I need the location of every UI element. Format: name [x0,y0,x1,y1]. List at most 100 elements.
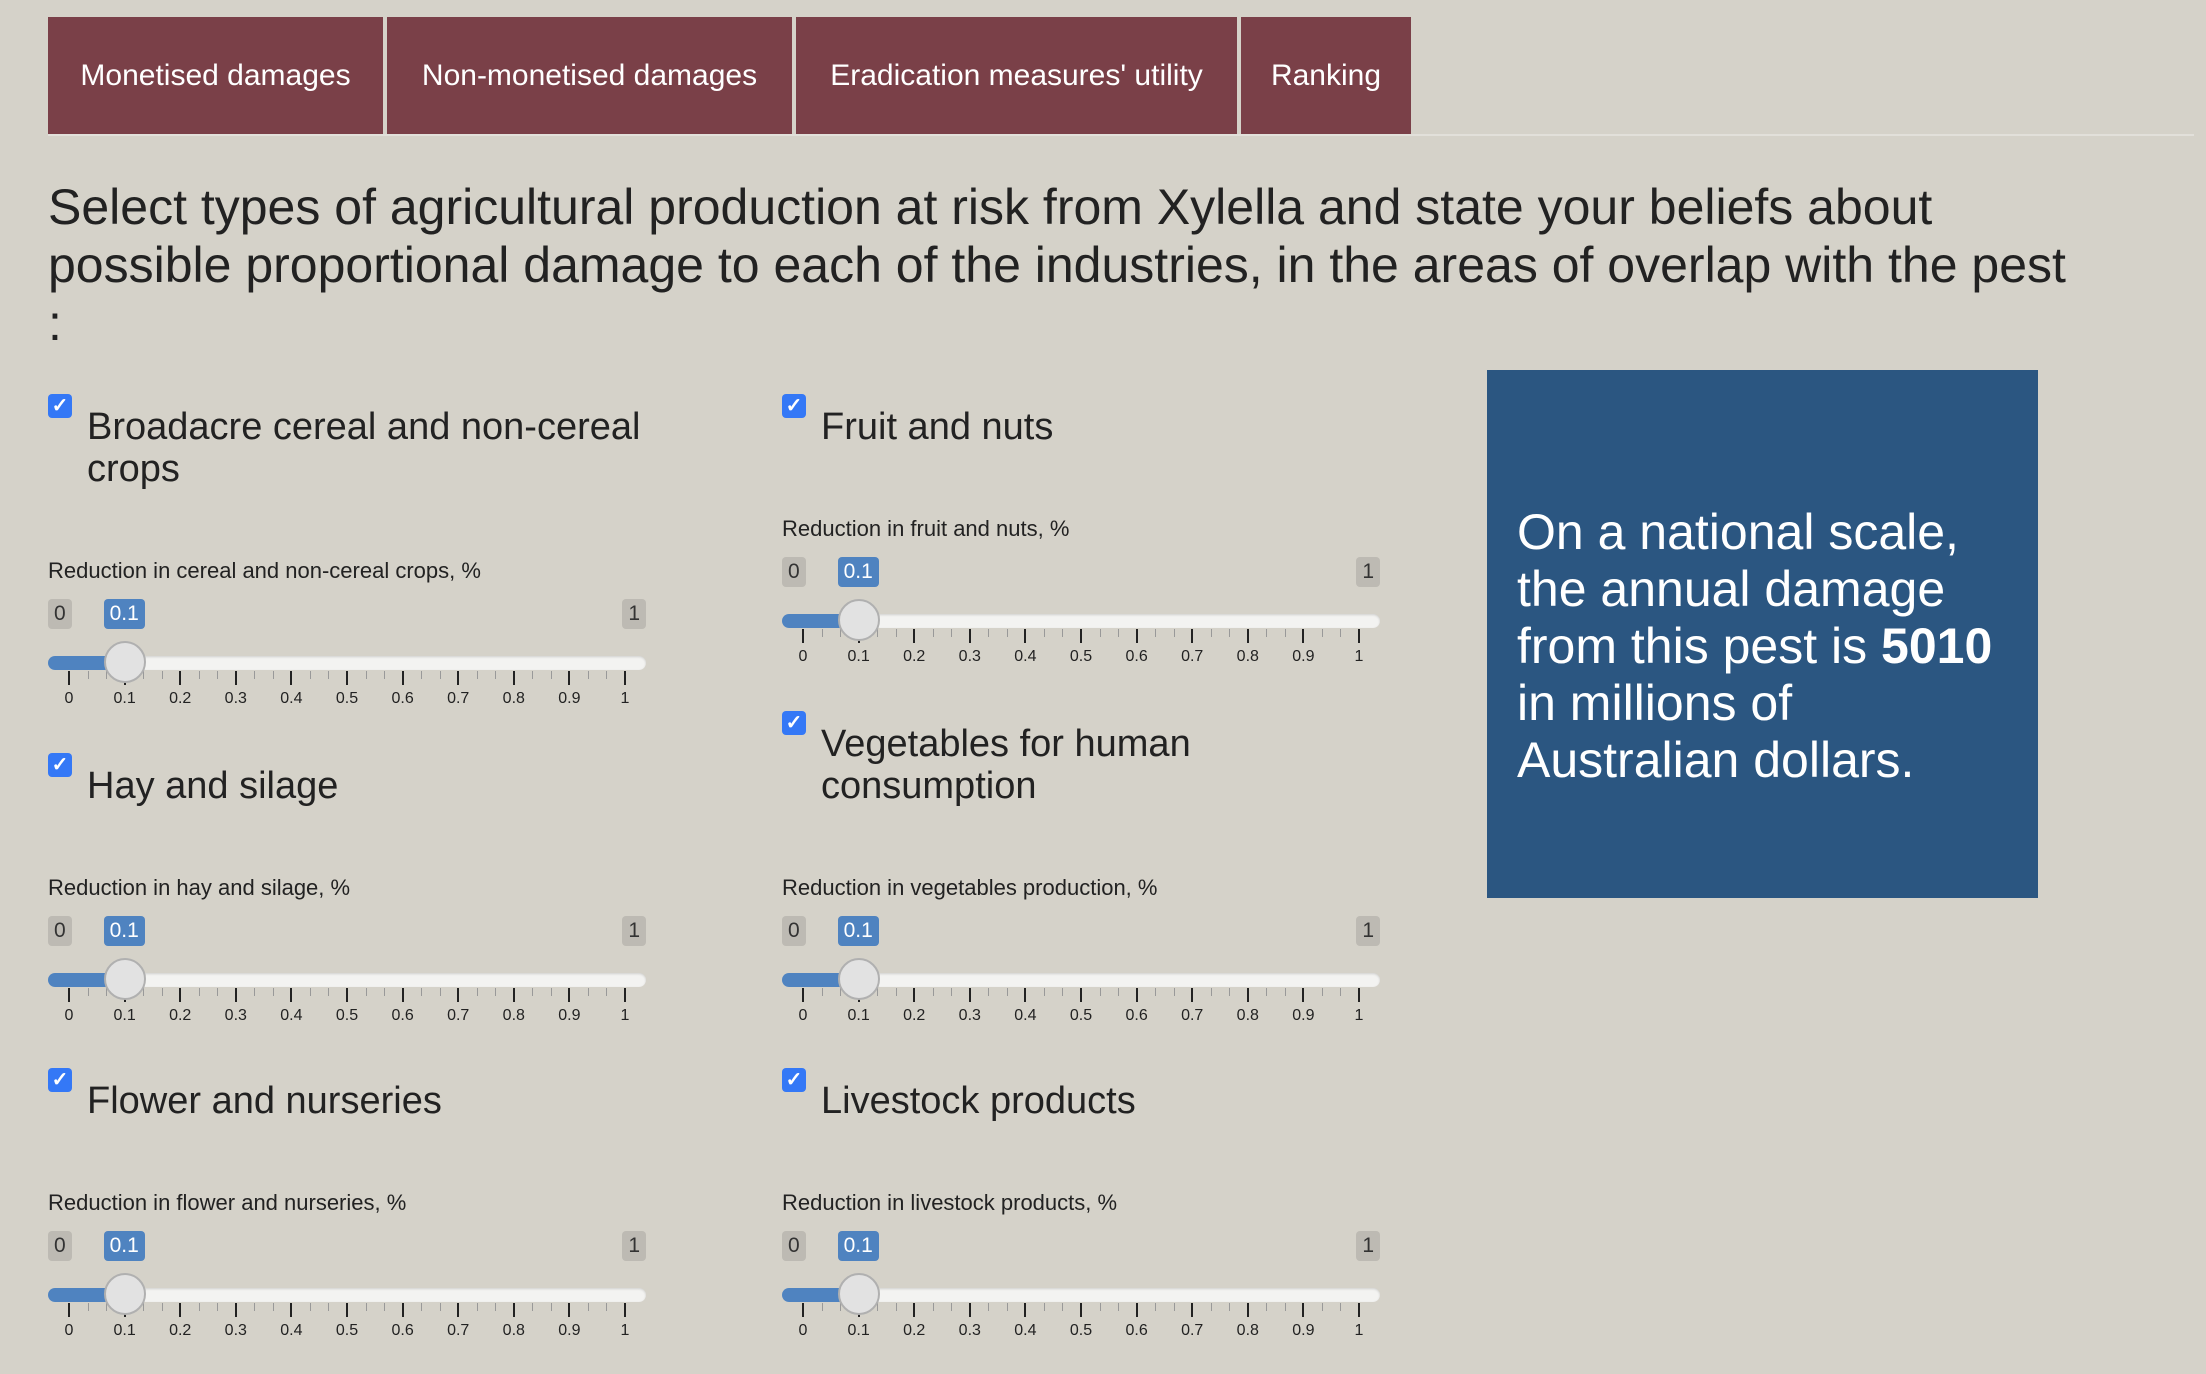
tick-label: 0 [64,690,74,707]
slider-track[interactable] [782,1288,1380,1302]
checkbox[interactable]: ✓ [48,394,72,418]
checkbox-label: Livestock products [821,1080,1136,1122]
reduction-slider[interactable]: 0 1 0.1 0 0.1 0.2 0.3 0.4 0.5 0.6 0.7 0.8 0.9 1 [782,544,1380,674]
slider-minor-tick [254,1303,256,1311]
slider-tick [1080,988,1082,1002]
slider-max-badge: 1 [622,599,646,629]
checkbox[interactable]: ✓ [782,1068,806,1092]
checkbox-label: Flower and nurseries [87,1080,442,1122]
tick-label: 0.6 [1125,648,1148,665]
slider-tick [512,1303,515,1317]
slider-minor-tick [365,671,367,679]
reduction-slider[interactable]: 0 1 0.1 0 0.1 0.2 0.3 0.4 0.5 0.6 0.7 0.8 0.9 1 [48,903,646,1033]
tick-label: 0.5 [335,1007,359,1024]
tick-label: 0.9 [1292,1322,1315,1339]
group-broadacre: ✓ Broadacre cereal and non-cereal crops … [48,394,648,716]
slider-track[interactable] [48,1288,646,1302]
slider-tick [68,988,70,1002]
slider-track[interactable] [48,656,646,670]
slider-minor-tick [1155,629,1157,637]
slider-minor-tick [217,988,219,996]
slider-max-badge: 1 [622,916,646,946]
tick-label: 0.8 [502,1322,525,1339]
slider-handle[interactable] [103,958,146,1000]
slider-minor-tick [161,988,163,996]
checkbox[interactable]: ✓ [782,394,806,418]
slider-minor-tick [606,988,608,996]
slider-handle[interactable] [837,599,880,641]
summary-suffix: in millions of Australian dollars. [1517,675,1915,788]
tab-non-monetised-damages[interactable]: Non-monetised damages [387,17,792,135]
slider-minor-tick [1284,988,1286,996]
tick-label: 0.3 [224,1322,247,1339]
tick-label: 0.8 [1236,1322,1259,1339]
heading-line: : [48,295,62,351]
tick-label: 0.1 [113,690,136,707]
slider-tick [968,1303,971,1317]
slider-minor-tick [328,1303,330,1311]
slider-minor-tick [877,988,879,996]
tick-label: 1 [1354,648,1364,665]
slider-value-badge: 0.1 [103,1231,145,1261]
slider-handle[interactable] [103,641,146,683]
slider-minor-tick [1340,988,1342,996]
checkbox-row: ✓ Fruit and nuts [782,394,1382,448]
slider-minor-tick [1118,629,1120,637]
slider-minor-tick [840,988,842,996]
reduction-slider[interactable]: 0 1 0.1 0 0.1 0.2 0.3 0.4 0.5 0.6 0.7 0.8 0.9 1 [782,903,1380,1033]
reduction-slider[interactable]: 0 1 0.1 0 0.1 0.2 0.3 0.4 0.5 0.6 0.7 0.8 0.9 1 [48,1218,646,1348]
slider-minor-tick [587,1303,589,1311]
slider-minor-tick [1062,629,1064,637]
tick-label: 0.1 [847,1322,870,1339]
slider-minor-tick [1284,1303,1286,1311]
slider-minor-tick [1155,1303,1157,1311]
checkbox-row: ✓ Flower and nurseries [48,1068,648,1122]
tick-label: 0.5 [1069,1322,1093,1339]
slider-minor-tick [951,629,953,637]
tab-monetised-damages[interactable]: Monetised damages [48,17,383,135]
slider-minor-tick [495,671,497,679]
reduction-slider[interactable]: 0 1 0.1 0 0.1 0.2 0.3 0.4 0.5 0.6 0.7 0.8 0.9 1 [48,586,646,716]
slider-tick [1024,629,1027,643]
slider-tick [624,988,626,1002]
tick-label: 0 [798,1322,808,1339]
slider-minor-tick [1099,629,1101,637]
checkbox[interactable]: ✓ [782,711,806,735]
slider-handle[interactable] [837,958,880,1000]
slider-label: Reduction in cereal and non-cereal crops… [48,558,481,583]
slider-minor-tick [254,988,256,996]
slider-minor-tick [821,1303,823,1311]
checkbox[interactable]: ✓ [48,1068,72,1092]
slider-minor-tick [1006,988,1008,996]
slider-minor-tick [384,988,386,996]
heading-line: Select types of agricultural production … [48,179,1933,235]
slider-minor-tick [550,671,552,679]
slider-minor-tick [476,988,478,996]
group-hay-silage: ✓ Hay and silage Reduction in hay and si… [48,753,648,1033]
slider-minor-tick [1266,629,1268,637]
slider-handle[interactable] [103,1273,146,1315]
tab-eradication-measures-utility[interactable]: Eradication measures' utility [796,17,1237,135]
tick-label: 0 [64,1007,74,1024]
tick-label: 0.1 [113,1322,136,1339]
checkbox-label: Vegetables for human consumption [821,723,1191,807]
tick-label: 0.4 [1014,648,1037,665]
slider-track[interactable] [782,973,1380,987]
slider-tick [568,671,571,685]
slider-tick [802,1303,804,1317]
slider-minor-tick [1210,988,1212,996]
slider-track[interactable] [48,973,646,987]
tab-ranking[interactable]: Ranking [1241,17,1411,135]
slider-minor-tick [877,1303,879,1311]
reduction-slider[interactable]: 0 1 0.1 0 0.1 0.2 0.3 0.4 0.5 0.6 0.7 0.8 0.9 1 [782,1218,1380,1348]
slider-handle[interactable] [837,1273,880,1315]
tick-label: 0.1 [847,1007,870,1024]
slider-minor-tick [1229,988,1231,996]
slider-minor-tick [365,1303,367,1311]
tick-label: 0.8 [1236,648,1259,665]
slider-tick [290,1303,293,1317]
slider-track[interactable] [782,614,1380,628]
slider-tick [401,988,404,1002]
slider-minor-tick [1340,629,1342,637]
checkbox[interactable]: ✓ [48,753,72,777]
